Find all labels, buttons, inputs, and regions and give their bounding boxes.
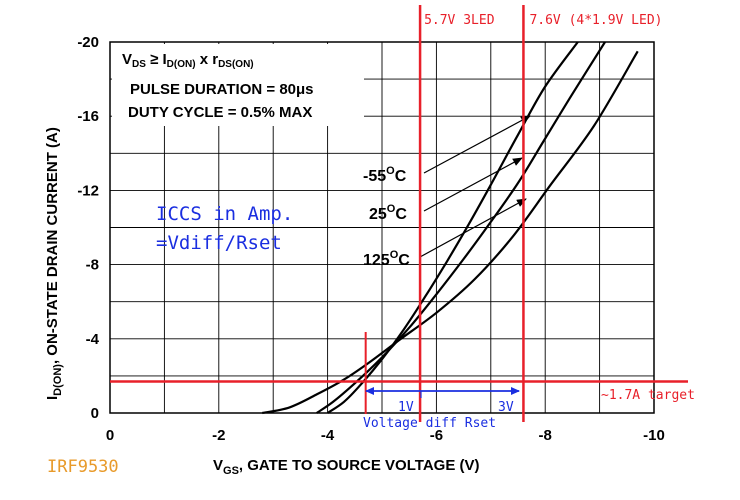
x-tick-label: -6 <box>430 427 443 444</box>
x-tick-label: -2 <box>212 427 225 444</box>
conditions-box <box>112 44 364 126</box>
pointer-arrow-minus55 <box>423 115 531 174</box>
target-current-label: ~1.7A target <box>601 388 695 403</box>
y-tick-label: -12 <box>77 182 99 199</box>
voltage-diff-caption: Voltage diff Rset <box>363 416 496 431</box>
series-label-125: 125OC <box>363 249 410 269</box>
y-axis-label: ID(ON), ON-STATE DRAIN CURRENT (A) <box>44 127 64 400</box>
iccs-formula-line-2: =Vdiff/Rset <box>156 232 282 254</box>
series-label-minus55: -55OC <box>363 165 407 185</box>
series-label-25: 25OC <box>369 203 407 223</box>
y-tick-label: -16 <box>77 108 99 125</box>
y-tick-label: 0 <box>91 405 99 422</box>
x-tick-label: 0 <box>106 427 114 444</box>
series-curve-minus55 <box>326 41 579 414</box>
voltage-label-5v7: 5.7V 3LED <box>424 13 495 28</box>
part-number: IRF9530 <box>47 457 119 477</box>
x-tick-label: -4 <box>321 427 335 444</box>
y-tick-label: -20 <box>77 34 99 51</box>
y-tick-label: -4 <box>86 331 100 348</box>
series-curves <box>262 41 639 415</box>
pointer-arrow-125 <box>419 198 527 258</box>
pointer-arrow-25 <box>423 157 523 212</box>
x-tick-label: -8 <box>539 427 552 444</box>
voltage-diff-1v: 1V <box>398 400 414 415</box>
y-tick-label: -8 <box>86 257 99 274</box>
voltage-diff-3v: 3V <box>498 400 514 415</box>
x-tick-label: -10 <box>643 427 665 444</box>
voltage-label-7v6: 7.6V (4*1.9V LED) <box>529 13 662 28</box>
x-axis-label: VGS, GATE TO SOURCE VOLTAGE (V) <box>213 457 480 477</box>
condition-line-2: PULSE DURATION = 80μs <box>130 81 314 98</box>
series-curve-25 <box>316 41 606 414</box>
condition-line-3: DUTY CYCLE = 0.5% MAX <box>128 104 312 121</box>
series-curve-125 <box>262 50 639 415</box>
condition-line-1: VDS ≥ ID(ON) x rDS(ON) <box>122 51 254 70</box>
iccs-formula-line-1: ICCS in Amp. <box>156 203 293 225</box>
tick-labels: 0 -2 -4 -6 -8 -10 0 -4 -8 -12 -16 -20 <box>77 34 665 444</box>
